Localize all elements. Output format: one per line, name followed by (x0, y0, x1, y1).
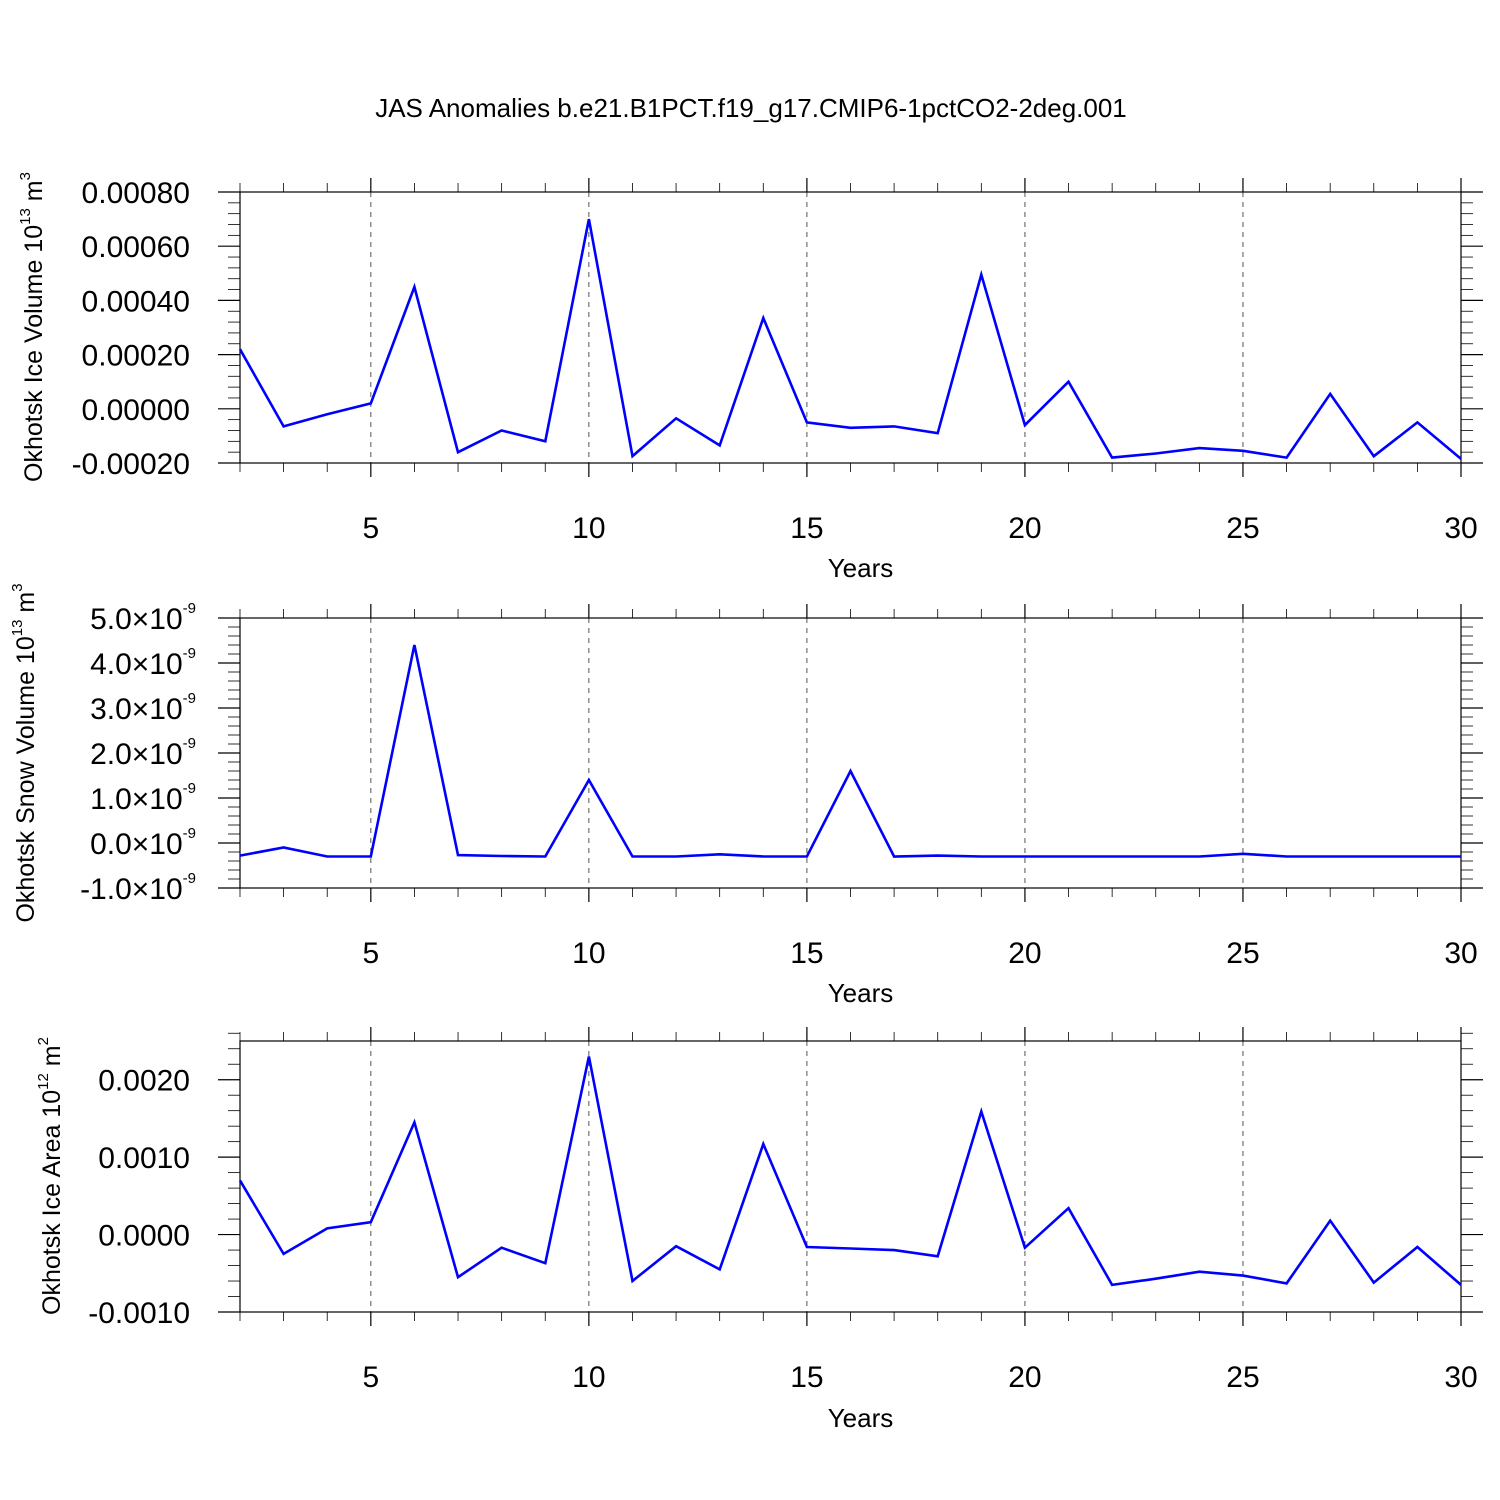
y-tick-exponent: -9 (183, 600, 196, 617)
y-axis-label-exponent: 12 (35, 1073, 52, 1090)
x-axis-label: Years (828, 978, 894, 1008)
x-tick-label: 25 (1226, 1361, 1259, 1394)
x-tick-label: 5 (362, 937, 379, 970)
series-line (239, 644, 1461, 858)
chart-panel-1: 5 10 15 20 25 30 -0.00020 0.00000 0.00020 0.00040… (17, 172, 1483, 583)
x-tick-label: 30 (1444, 937, 1477, 970)
y-tick-label: -0.0010 (88, 1297, 190, 1330)
series-line (238, 1056, 1462, 1287)
y-tick-mantissa: 0.0×10 (90, 828, 183, 861)
plot-frame (239, 1040, 1462, 1313)
y-axis-label-unit: m (38, 1045, 66, 1073)
x-tick-label: 25 (1226, 512, 1259, 545)
x-tick-label: 30 (1444, 512, 1477, 545)
y-tick-mantissa: 4.0×10 (90, 648, 183, 681)
x-tick-label: 30 (1444, 1361, 1477, 1394)
y-axis-label-text: Okhotsk Ice Volume 10 (20, 225, 48, 482)
y-axis-label-text: Okhotsk Snow Volume 10 (12, 636, 40, 922)
y-tick-label: -1.0×10-9 (80, 870, 196, 906)
x-tick-label: 15 (790, 512, 823, 545)
y-tick-exponent: -9 (183, 645, 196, 662)
y-tick-mantissa: -1.0×10 (80, 873, 183, 906)
y-axis-label: Okhotsk Snow Volume 1013 m3 (9, 583, 40, 922)
y-tick-label: 0.0020 (98, 1065, 190, 1098)
y-axis-label-unit-exponent: 2 (35, 1037, 52, 1045)
x-tick-label: 20 (1008, 937, 1041, 970)
y-tick-label: 0.00020 (82, 340, 190, 373)
y-tick-mantissa: 3.0×10 (90, 693, 183, 726)
plot-frame (239, 191, 1462, 464)
chart-panel-3: 5 10 15 20 25 30 -0.0010 0.0000 0.0010 0.0020 Year… (35, 1027, 1483, 1433)
y-tick-label: 5.0×10-9 (90, 600, 196, 636)
x-tick-label: 10 (572, 1361, 605, 1394)
y-tick-label: 4.0×10-9 (90, 645, 196, 681)
y-tick-label: 0.00080 (82, 177, 190, 210)
y-tick-label: 0.00000 (82, 394, 190, 427)
x-tick-label: 20 (1008, 512, 1041, 545)
y-axis-label-unit: m (12, 592, 40, 620)
y-axis-label-unit-exponent: 3 (9, 583, 26, 591)
y-axis-label-text: Okhotsk Ice Area 10 (38, 1090, 66, 1315)
y-tick-label: 0.00040 (82, 285, 190, 318)
x-tick-label: 20 (1008, 1361, 1041, 1394)
y-tick-mantissa: 1.0×10 (90, 783, 183, 816)
y-tick-exponent: -9 (183, 825, 196, 842)
y-tick-exponent: -9 (183, 690, 196, 707)
y-axis-label-unit: m (20, 180, 48, 208)
x-tick-label: 5 (362, 512, 379, 545)
y-tick-label: -0.00020 (72, 448, 190, 481)
y-axis-label-unit-exponent: 3 (17, 172, 34, 180)
chart-title: JAS Anomalies b.e21.B1PCT.f19_g17.CMIP6-… (375, 93, 1127, 123)
y-axis-label: Okhotsk Ice Volume 1013 m3 (17, 172, 48, 482)
y-tick-label: 0.00060 (82, 231, 190, 264)
y-tick-label: 1.0×10-9 (90, 780, 196, 816)
x-tick-label: 15 (790, 1361, 823, 1394)
x-tick-label: 25 (1226, 937, 1259, 970)
panels: 5 10 15 20 25 30-0.000200.000000.000200.00040… (9, 172, 1483, 1433)
chart-panel-2: 5 10 15 20 25 30-1.0×10-90.0×10-91.0×10-92.0×… (9, 583, 1483, 1008)
y-axis-label: Okhotsk Ice Area 1012 m2 (35, 1037, 66, 1315)
x-axis-label: Years (828, 1403, 894, 1433)
y-tick-mantissa: 2.0×10 (90, 738, 183, 771)
y-axis-label-exponent: 13 (9, 620, 26, 637)
y-tick-label: 3.0×10-9 (90, 690, 196, 726)
y-tick-mantissa: 5.0×10 (90, 603, 183, 636)
y-tick-exponent: -9 (183, 735, 196, 752)
y-axis-label-exponent: 13 (17, 208, 34, 225)
y-tick-label: 0.0000 (98, 1220, 190, 1253)
plot-frame (239, 617, 1462, 889)
y-tick-label: 2.0×10-9 (90, 735, 196, 771)
y-tick-exponent: -9 (183, 870, 196, 887)
x-tick-label: 5 (362, 1361, 379, 1394)
series-line (238, 218, 1462, 460)
y-tick-label: 0.0010 (98, 1142, 190, 1175)
x-tick-label: 15 (790, 937, 823, 970)
x-tick-label: 10 (572, 937, 605, 970)
x-axis-label: Years (828, 553, 894, 583)
y-tick-exponent: -9 (183, 780, 196, 797)
x-tick-label: 10 (572, 512, 605, 545)
y-tick-label: 0.0×10-9 (90, 825, 196, 861)
